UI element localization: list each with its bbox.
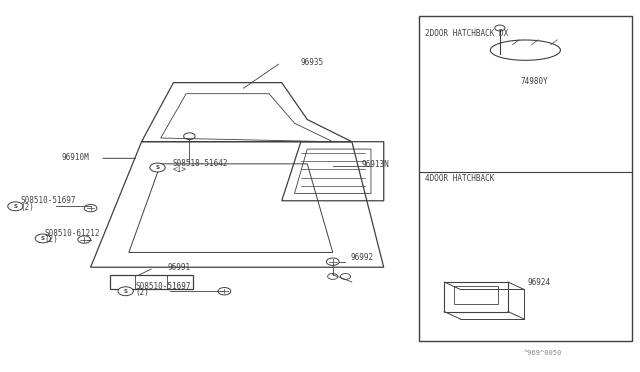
Text: 96910M: 96910M <box>62 153 90 162</box>
Text: 2DOOR HATCHBACK DX: 2DOOR HATCHBACK DX <box>425 29 508 38</box>
Text: 74980Y: 74980Y <box>521 77 548 86</box>
Text: S: S <box>41 236 45 241</box>
Circle shape <box>150 163 165 172</box>
Text: 96913N: 96913N <box>362 160 389 169</box>
Bar <box>419 16 632 341</box>
Text: S: S <box>156 165 159 170</box>
Circle shape <box>118 287 133 296</box>
Text: S08518-51642: S08518-51642 <box>172 158 228 168</box>
Text: 96992: 96992 <box>351 253 374 263</box>
Text: (2): (2) <box>135 288 149 297</box>
Text: 96991: 96991 <box>167 263 190 272</box>
Text: S08510-51697: S08510-51697 <box>135 282 191 291</box>
Text: S08510-51697: S08510-51697 <box>20 196 76 205</box>
Text: <1>: <1> <box>172 165 186 174</box>
Circle shape <box>8 202 23 211</box>
Text: S: S <box>13 204 17 209</box>
Text: 96924: 96924 <box>527 278 550 287</box>
Text: S08510-61212: S08510-61212 <box>45 229 100 238</box>
Text: S: S <box>124 289 127 294</box>
Text: (2): (2) <box>20 202 35 212</box>
Text: ^969^0050: ^969^0050 <box>524 350 562 356</box>
Text: 4DOOR HATCHBACK: 4DOOR HATCHBACK <box>425 174 495 183</box>
Text: (2): (2) <box>45 235 59 244</box>
Text: 96935: 96935 <box>301 58 324 67</box>
Circle shape <box>35 234 51 243</box>
